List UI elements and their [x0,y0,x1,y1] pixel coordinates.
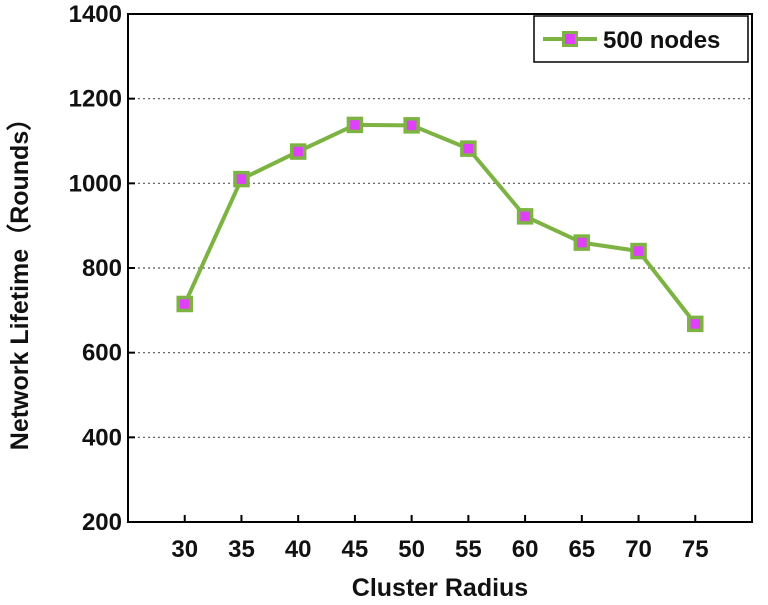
legend-label: 500 nodes [603,27,720,54]
legend: 500 nodes [533,15,749,63]
x-tick-label: 35 [228,536,255,563]
series-group [176,116,704,333]
x-tick-label: 75 [682,536,709,563]
data-point [460,140,477,157]
data-point [403,117,420,134]
data-point [176,295,193,313]
x-tick-label: 65 [568,536,595,563]
data-point [289,143,307,160]
y-tick-label: 1200 [69,86,122,113]
x-tick-label: 50 [398,536,425,563]
x-tick-label: 30 [171,536,198,563]
grid-lines [128,98,752,438]
x-axis: 30 35 40 45 50 55 60 65 70 75 [171,515,709,563]
x-tick-label: 40 [285,536,312,563]
data-point [687,315,704,333]
x-axis-title: Cluster Radius [352,574,528,602]
x-tick-label: 60 [512,536,539,563]
y-tick-label: 600 [82,340,122,367]
x-tick-label: 55 [455,536,482,563]
y-tick-label: 1400 [69,1,122,28]
y-tick-label: 1000 [69,170,122,197]
data-point [233,170,250,188]
legend-marker-sample [562,31,578,47]
data-point [630,242,647,260]
x-tick-label: 45 [342,536,369,563]
data-point [516,208,534,225]
y-tick-label: 400 [82,424,122,451]
y-tick-label: 200 [82,509,122,536]
series-line [182,122,697,326]
y-axis-title: Network Lifetime（Rounds） [5,106,34,450]
y-axis: 200 400 600 800 1000 1200 1400 [69,1,135,536]
y-tick-label: 800 [82,255,122,282]
data-point [346,116,364,134]
x-tick-label: 70 [625,536,652,563]
data-point [573,234,591,251]
